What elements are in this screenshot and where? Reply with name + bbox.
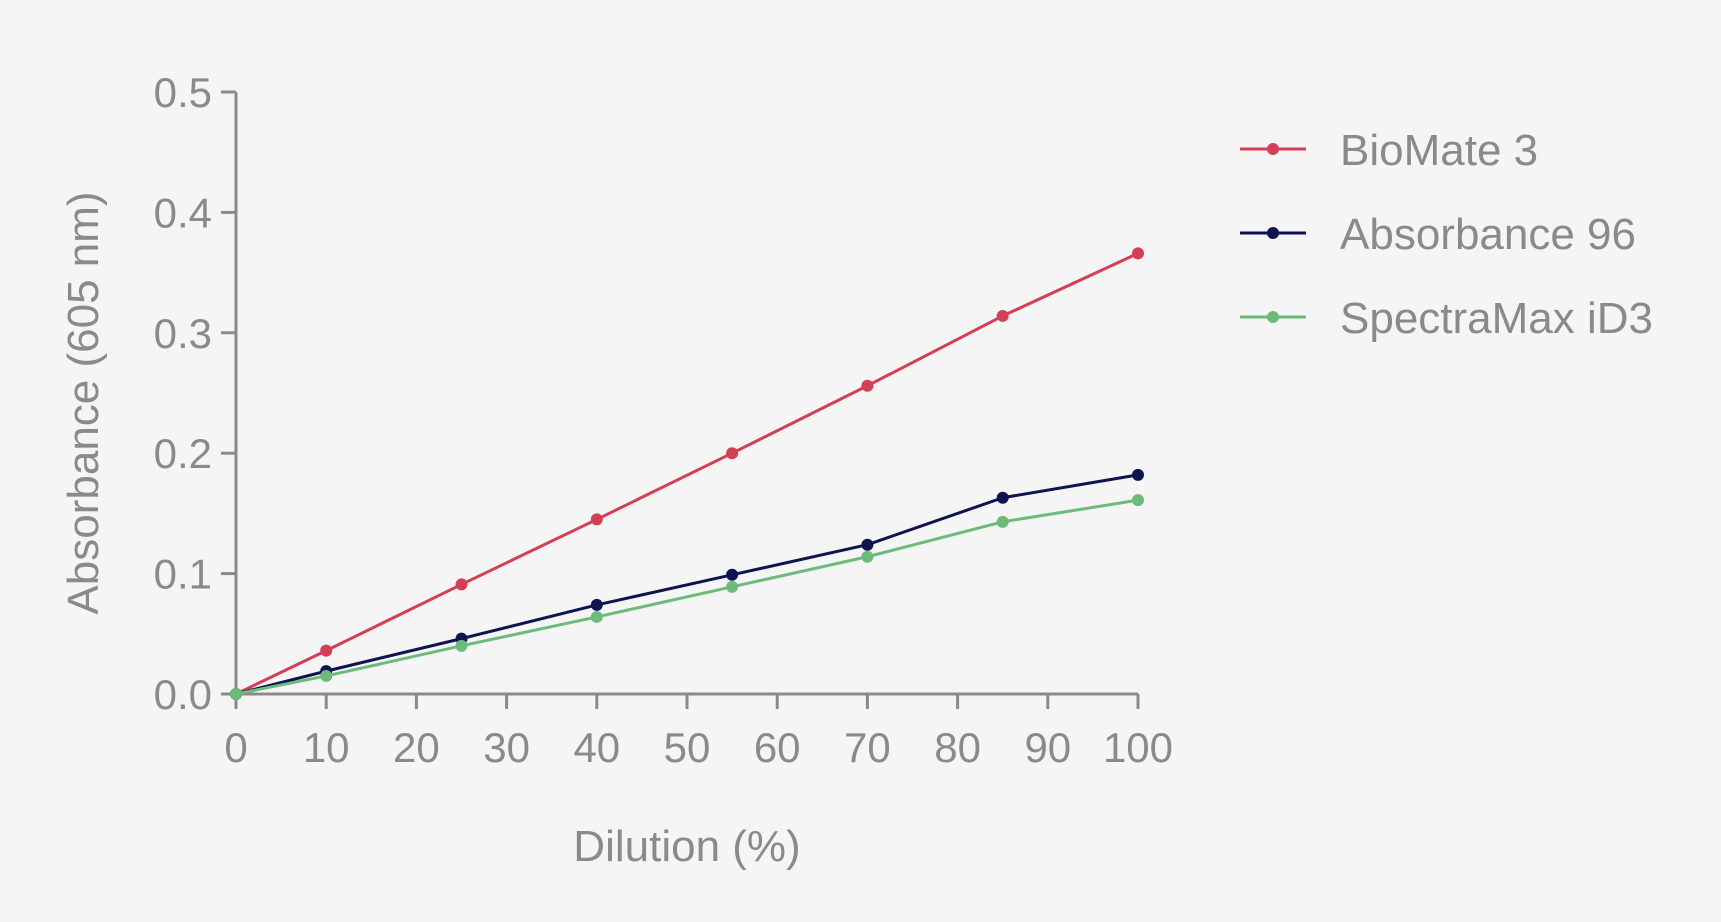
data-point [996,515,1009,528]
data-point [996,309,1009,322]
legend-label: BioMate 3 [1340,126,1538,175]
x-tick-label: 20 [393,724,440,771]
y-tick-label: 0.3 [154,310,212,357]
legend-item: BioMate 3 [1240,126,1538,175]
legend: BioMate 3 Absorbance 96 SpectraMax iD3 [1240,126,1653,343]
series-line [235,473,1139,696]
series-0 [230,247,1144,700]
data-point [861,538,874,551]
data-point [590,610,603,623]
x-tick-label: 80 [934,724,981,771]
x-tick-label: 50 [664,724,711,771]
data-point [320,669,333,682]
y-axis-ticks: 0.0 0.1 0.2 0.3 0.4 0.5 [154,69,236,718]
x-tick-label: 100 [1103,724,1173,771]
x-axis-title: Dilution (%) [573,822,800,871]
legend-label: SpectraMax iD3 [1340,294,1653,343]
x-tick-label: 60 [754,724,801,771]
y-tick-label: 0.4 [154,189,212,236]
y-tick-label: 0.1 [154,551,212,598]
data-point [996,491,1009,504]
x-tick-label: 30 [483,724,530,771]
data-point [861,550,874,563]
y-tick-label: 0.2 [154,430,212,477]
series-line [235,498,1139,696]
legend-item: SpectraMax iD3 [1240,294,1653,343]
series-2 [230,494,1144,700]
series-layer [230,247,1144,700]
x-tick-label: 90 [1024,724,1071,771]
series-line [235,251,1139,696]
x-tick-label: 70 [844,724,891,771]
data-point [1132,468,1144,481]
data-point [1132,494,1144,507]
data-point [320,644,333,657]
legend-swatch-marker [1267,143,1279,155]
data-point [726,447,739,460]
data-point [590,513,603,526]
data-point [455,578,468,591]
data-point [726,568,739,581]
data-point [455,639,468,652]
data-point [861,379,874,392]
y-axis-title: Absorbance (605 nm) [59,191,108,614]
legend-swatch-marker [1267,227,1279,239]
data-point [1132,247,1144,260]
y-tick-label: 0.0 [154,671,212,718]
x-tick-label: 10 [303,724,350,771]
data-point [230,688,242,700]
data-point [726,580,739,593]
x-tick-label: 0 [224,724,247,771]
y-tick-label: 0.5 [154,69,212,116]
legend-swatch-marker [1267,311,1279,323]
data-point [590,598,603,611]
legend-item: Absorbance 96 [1240,210,1636,259]
legend-label: Absorbance 96 [1340,210,1636,259]
axes: 0.0 0.1 0.2 0.3 0.4 0.5 0 10 20 30 40 50 60 70 80 90 10… [59,69,1173,871]
x-axis-ticks: 0 10 20 30 40 50 60 70 80 90 100 [224,694,1173,771]
x-tick-label: 40 [573,724,620,771]
